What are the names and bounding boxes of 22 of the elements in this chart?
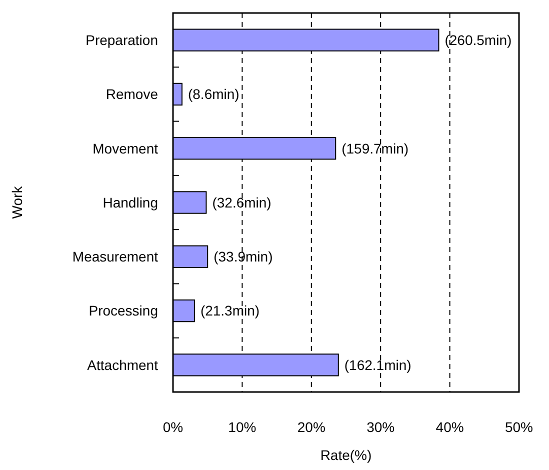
y-tick-label: Preparation: [86, 32, 158, 48]
y-tick-label: Processing: [88, 302, 158, 319]
annotation: (33.9min): [214, 248, 273, 265]
annotation: (159.7min): [342, 140, 409, 156]
x-tick-label: 0%: [162, 418, 184, 435]
x-tick-label: 20%: [297, 418, 326, 435]
annotation: (260.5min): [444, 32, 512, 48]
y-tick-label: Remove: [106, 86, 158, 102]
annotation: (21.3min): [200, 302, 260, 319]
annotation: (8.6min): [188, 86, 240, 102]
y-tick-label: Attachment: [87, 356, 158, 373]
annotation: (32.6min): [212, 194, 272, 210]
x-tick-label: 40%: [436, 418, 464, 435]
x-tick-label: 30%: [366, 418, 395, 435]
x-tick-label: 10%: [228, 418, 256, 435]
y-axis-title: Work: [9, 185, 25, 219]
x-tick-label: 50%: [504, 418, 534, 435]
y-tick-label: Measurement: [72, 248, 158, 265]
y-tick-label: Movement: [92, 140, 158, 156]
annotation: (162.1min): [344, 356, 412, 373]
x-axis-title: Rate(%): [320, 447, 372, 463]
y-tick-label: Handling: [102, 194, 158, 210]
